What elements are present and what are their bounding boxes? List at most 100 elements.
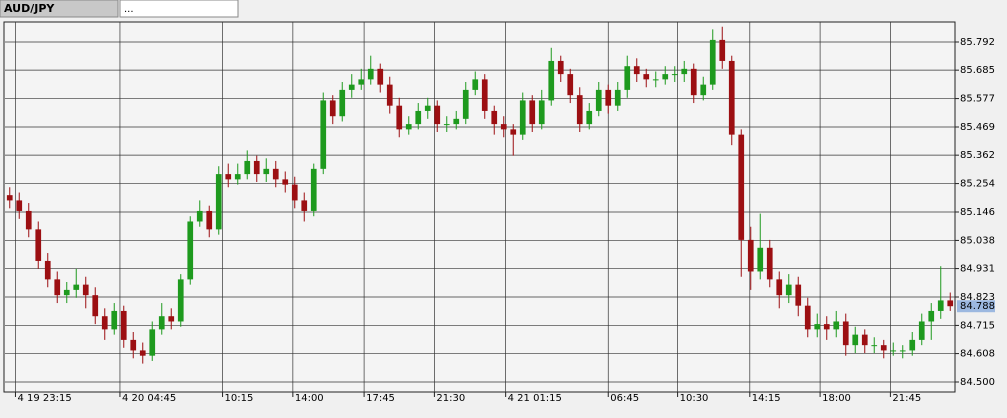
candle-body — [225, 174, 232, 180]
candle-body — [538, 100, 545, 125]
y-tick-label: 85.469 — [960, 122, 995, 133]
candle-body — [234, 174, 241, 180]
candle-body — [443, 124, 450, 126]
candle-body — [310, 168, 317, 211]
candle-body — [576, 95, 583, 125]
candle-body — [63, 289, 70, 296]
candle-body — [82, 284, 89, 296]
candle-body — [747, 239, 754, 272]
candle-body — [766, 247, 773, 280]
candle-body — [196, 210, 203, 222]
candle-body — [633, 66, 640, 75]
candle-body — [453, 118, 460, 125]
candle-body — [291, 184, 298, 201]
candle-body — [329, 100, 336, 117]
y-tick-label: 84.931 — [960, 264, 995, 275]
candle-body — [272, 168, 279, 180]
y-tick-label: 85.254 — [960, 179, 995, 190]
y-tick-label: 84.715 — [960, 320, 995, 331]
candle-body — [367, 68, 374, 80]
candle-body — [101, 316, 108, 330]
candle-body — [605, 89, 612, 106]
candle-body — [624, 66, 631, 90]
candle-body — [833, 321, 840, 330]
candle-body — [44, 260, 51, 280]
candle-body — [73, 284, 80, 290]
candle-body — [709, 39, 716, 85]
candle-body — [472, 79, 479, 90]
candle-body — [396, 105, 403, 130]
candle-body — [120, 310, 127, 340]
y-tick-label: 84.608 — [960, 349, 995, 360]
candle-body — [595, 89, 602, 111]
candle-body — [519, 100, 526, 135]
candle-body — [253, 160, 260, 175]
x-tick-label: 21:45 — [892, 393, 921, 404]
candle-body — [738, 134, 745, 240]
candle-body — [643, 74, 650, 80]
candle-body — [348, 84, 355, 90]
candle-body — [139, 350, 146, 356]
candle-body — [92, 295, 99, 317]
candle-body — [671, 74, 678, 76]
candle-body — [377, 68, 384, 85]
x-tick-label: 17:45 — [366, 393, 395, 404]
candle-body — [177, 279, 184, 322]
x-tick-label: 06:45 — [610, 393, 639, 404]
candle-body — [652, 79, 659, 81]
candle-body — [937, 300, 944, 311]
x-tick-label: 18:00 — [822, 393, 851, 404]
y-tick-label: 85.577 — [960, 94, 995, 105]
candle-body — [880, 345, 887, 351]
candle-body — [909, 339, 916, 351]
candle-body — [149, 329, 156, 356]
candle-body — [662, 74, 669, 80]
candle-body — [690, 68, 697, 96]
candle-body — [16, 200, 23, 211]
candle-body — [899, 350, 906, 352]
candle-body — [130, 339, 137, 351]
candle-body — [434, 105, 441, 125]
candle-body — [158, 316, 165, 330]
candle-body — [728, 60, 735, 135]
candle-body — [586, 110, 593, 125]
candle-body — [424, 105, 431, 111]
candle-body — [890, 350, 897, 352]
y-tick-label: 85.038 — [960, 235, 995, 246]
candle-body — [462, 89, 469, 119]
candle-body — [35, 229, 42, 261]
x-tick-label: 4 19 23:15 — [17, 393, 71, 404]
candle-body — [795, 284, 802, 306]
candle-body — [187, 221, 194, 280]
y-tick-label: 85.146 — [960, 207, 995, 218]
tab[interactable] — [119, 0, 239, 18]
x-tick-label: 10:30 — [680, 393, 709, 404]
x-tick-label: 21:30 — [436, 393, 465, 404]
candle-body — [757, 247, 764, 272]
candle-body — [263, 168, 270, 175]
candle-body — [6, 195, 13, 201]
x-tick-label: 14:15 — [752, 393, 781, 404]
candle-body — [481, 79, 488, 111]
candle-body — [823, 324, 830, 330]
candle-body — [871, 345, 878, 347]
candle-body — [282, 179, 289, 185]
candle-body — [244, 160, 251, 175]
y-tick-label: 85.685 — [960, 65, 995, 76]
candle-body — [320, 100, 327, 169]
candle-body — [25, 210, 32, 230]
x-tick-label: 4 20 04:45 — [122, 393, 176, 404]
candle-body — [358, 79, 365, 85]
tab-active[interactable] — [0, 0, 119, 18]
tab-label: ... — [124, 4, 134, 15]
candle-body — [215, 174, 222, 230]
candle-body — [415, 110, 422, 125]
candle-body — [681, 68, 688, 75]
candle-body — [510, 129, 517, 135]
candle-body — [111, 310, 118, 330]
candle-body — [614, 89, 621, 106]
last-price-label: 84.788 — [960, 301, 995, 312]
y-tick-label: 84.500 — [960, 377, 995, 388]
